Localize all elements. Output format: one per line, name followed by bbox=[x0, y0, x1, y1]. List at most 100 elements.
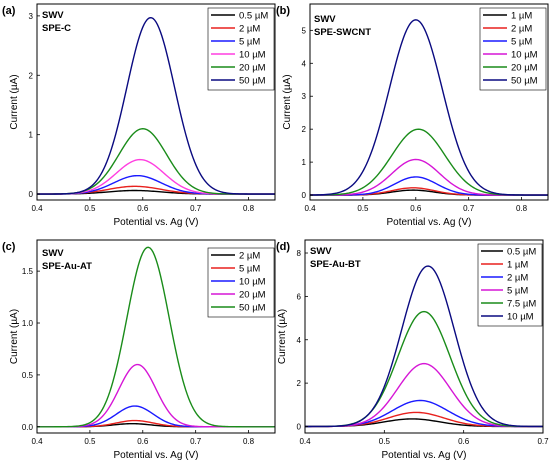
legend-box bbox=[477, 243, 543, 327]
x-tick-label: 0.7 bbox=[190, 437, 202, 446]
panel-annotation: SPE-SWCNT bbox=[314, 27, 371, 38]
x-axis-label: Potential vs. Ag (V) bbox=[381, 450, 466, 461]
legend-label: 20 µM bbox=[511, 63, 538, 74]
panel-annotation: SPE-Au-BT bbox=[310, 259, 361, 270]
y-tick-label: 1.5 bbox=[22, 267, 34, 276]
x-tick-label: 0.6 bbox=[137, 204, 149, 213]
x-tick-label: 0.7 bbox=[463, 204, 475, 213]
x-axis-label: Potential vs. Ag (V) bbox=[113, 450, 198, 461]
legend-label: 10 µM bbox=[507, 312, 534, 323]
y-axis-label: Current (µA) bbox=[277, 309, 288, 364]
x-tick-label: 0.8 bbox=[516, 204, 528, 213]
panel-2: 0.4 0.5 0.6 0.7 0.8 0 1 2 3 4 5 Potential vs. Ag (V… bbox=[276, 3, 549, 228]
panel-label: (a) bbox=[2, 5, 16, 17]
y-tick-label: 2 bbox=[29, 71, 34, 80]
x-tick-label: 0.4 bbox=[31, 437, 43, 446]
panel-label: (c) bbox=[2, 241, 16, 253]
plot-frame bbox=[36, 239, 276, 434]
legend-label: 2 µM bbox=[239, 24, 260, 35]
x-tick-label: 0.6 bbox=[410, 204, 422, 213]
legend-label: 2 µM bbox=[507, 273, 528, 284]
y-axis-label: Current (µA) bbox=[9, 74, 20, 129]
series-line-6 bbox=[310, 19, 548, 196]
panel-annotation: SWV bbox=[42, 248, 64, 259]
legend-label: 20 µM bbox=[239, 290, 266, 301]
panel-label: (d) bbox=[276, 241, 290, 253]
legend-label: 50 µM bbox=[239, 76, 266, 87]
series-line-5 bbox=[37, 246, 275, 428]
series-line-5 bbox=[305, 310, 543, 428]
legend-label: 1 µM bbox=[507, 260, 528, 271]
series-line-6 bbox=[305, 265, 543, 428]
legend: 0.5 µM 2 µM 5 µM 10 µM 20 µM 50 µM bbox=[207, 7, 275, 91]
x-tick-label: 0.4 bbox=[304, 204, 316, 213]
legend-box bbox=[479, 7, 547, 91]
series-group bbox=[310, 19, 548, 196]
x-tick-label: 0.5 bbox=[84, 437, 96, 446]
panel-annotation: SPE-Au-AT bbox=[42, 261, 92, 272]
y-tick-label: 1.0 bbox=[22, 319, 34, 328]
x-tick-label: 0.5 bbox=[379, 437, 391, 446]
legend-label: 10 µM bbox=[239, 50, 266, 61]
x-axis-label: Potential vs. Ag (V) bbox=[386, 217, 471, 228]
x-axis-label: Potential vs. Ag (V) bbox=[113, 217, 198, 228]
legend-label: 50 µM bbox=[511, 76, 538, 87]
series-group bbox=[305, 265, 543, 428]
panel-annotation: SWV bbox=[42, 10, 64, 21]
legend-label: 1 µM bbox=[511, 11, 532, 22]
legend-label: 7.5 µM bbox=[507, 299, 536, 310]
legend-label: 2 µM bbox=[239, 251, 260, 262]
legend-label: 0.5 µM bbox=[507, 247, 536, 258]
legend-label: 5 µM bbox=[511, 37, 532, 48]
y-axis-label: Current (µA) bbox=[282, 74, 293, 129]
y-tick-label: 1 bbox=[302, 158, 307, 167]
plot-frame bbox=[304, 239, 544, 434]
legend-label: 10 µM bbox=[239, 277, 266, 288]
plot-frame bbox=[36, 3, 276, 201]
series-line-4 bbox=[37, 363, 275, 428]
y-tick-label: 4 bbox=[297, 336, 302, 345]
legend-label: 2 µM bbox=[511, 24, 532, 35]
x-tick-label: 0.4 bbox=[31, 204, 43, 213]
series-group bbox=[37, 17, 275, 195]
y-tick-label: 2 bbox=[297, 379, 302, 388]
panel-1: 0.4 0.5 0.6 0.7 0.8 0 1 2 3 Potential vs. Ag (V) C… bbox=[2, 3, 276, 228]
y-tick-label: 4 bbox=[302, 59, 307, 68]
y-tick-label: 5 bbox=[302, 26, 307, 35]
series-line-6 bbox=[37, 17, 275, 195]
y-tick-label: 3 bbox=[29, 12, 34, 21]
x-tick-label: 0.5 bbox=[357, 204, 369, 213]
y-tick-label: 0.0 bbox=[22, 423, 34, 432]
legend-box bbox=[207, 247, 275, 318]
y-tick-label: 6 bbox=[297, 292, 302, 301]
y-tick-label: 8 bbox=[297, 249, 302, 258]
legend-label: 0.5 µM bbox=[239, 11, 268, 22]
y-tick-label: 3 bbox=[302, 92, 307, 101]
series-line-3 bbox=[310, 176, 548, 196]
legend-label: 20 µM bbox=[239, 63, 266, 74]
legend-label: 5 µM bbox=[239, 37, 260, 48]
legend-label: 50 µM bbox=[239, 303, 266, 314]
panel-3: 0.4 0.5 0.6 0.7 0.8 0.0 0.5 1.0 1.5 Potential vs.… bbox=[2, 239, 276, 461]
series-line-4 bbox=[305, 362, 543, 428]
panel-annotation: SWV bbox=[314, 14, 336, 25]
x-tick-label: 0.7 bbox=[537, 437, 549, 446]
panel-annotation: SWV bbox=[310, 246, 332, 257]
panel-4: 0.4 0.5 0.6 0.7 0 2 4 6 8 Potential vs. Ag (V) Cur… bbox=[276, 239, 549, 461]
legend-label: 5 µM bbox=[239, 264, 260, 275]
y-tick-label: 0 bbox=[29, 190, 34, 199]
panel-annotation: SPE-C bbox=[42, 23, 71, 34]
legend: 1 µM 2 µM 5 µM 10 µM 20 µM 50 µM bbox=[479, 7, 547, 91]
x-tick-label: 0.4 bbox=[299, 437, 311, 446]
series-group bbox=[37, 246, 275, 428]
panel-label: (b) bbox=[276, 5, 290, 17]
legend: 2 µM 5 µM 10 µM 20 µM 50 µM bbox=[207, 247, 275, 318]
y-tick-label: 1 bbox=[29, 131, 34, 140]
series-line-5 bbox=[310, 128, 548, 196]
x-tick-label: 0.8 bbox=[243, 204, 255, 213]
x-tick-label: 0.8 bbox=[243, 437, 255, 446]
x-tick-label: 0.6 bbox=[458, 437, 470, 446]
y-tick-label: 0 bbox=[302, 191, 307, 200]
x-tick-label: 0.5 bbox=[84, 204, 96, 213]
